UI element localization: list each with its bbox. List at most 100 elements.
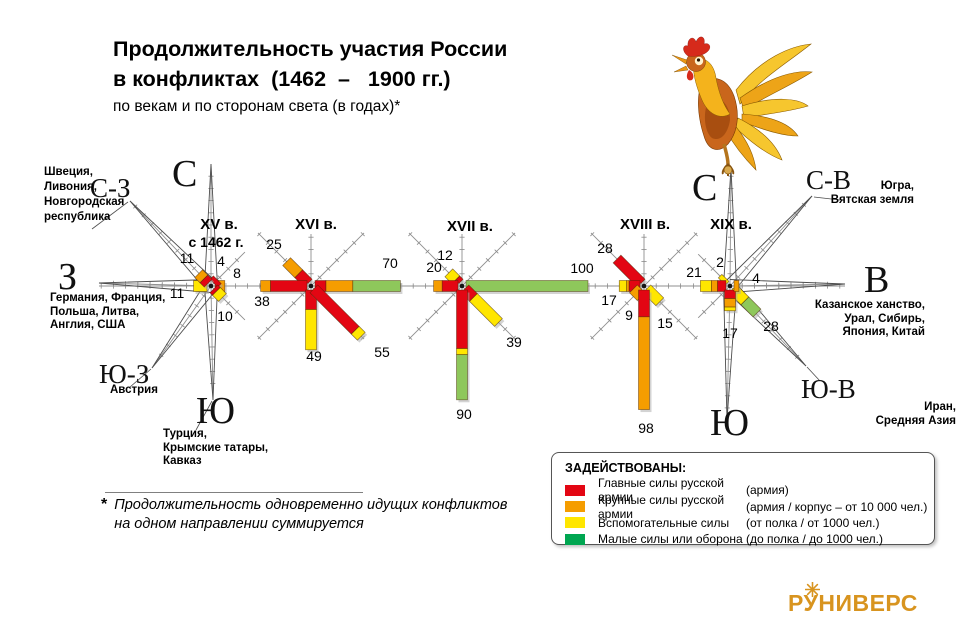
direction-label-north-left: С <box>172 153 198 195</box>
axis-tick <box>659 266 664 271</box>
bar-value-label: 98 <box>638 420 654 436</box>
bar-XVII в.-w <box>433 280 459 292</box>
bar-value-label: 20 <box>426 259 442 275</box>
bar-value-label: 90 <box>456 406 472 422</box>
axis-tick <box>777 229 782 234</box>
axis-tick <box>442 266 447 271</box>
axis-tick <box>166 239 172 244</box>
axis-tick <box>685 240 690 245</box>
bar-segment-orange <box>638 316 650 410</box>
bar-segment-yellow <box>212 287 227 302</box>
axis-tick <box>768 238 774 243</box>
bar-value-label: 12 <box>437 247 453 263</box>
axis-tick <box>769 328 775 333</box>
axis-tick <box>360 232 365 237</box>
logo-text: РУНИВЕРС <box>788 590 918 616</box>
bar-value-label: 8 <box>233 265 241 281</box>
bar-segment-yellow <box>618 280 627 292</box>
annotation-southwest: Австрия <box>110 384 158 396</box>
axis-tick <box>676 249 681 254</box>
axis-tick <box>187 313 192 318</box>
rooster-illustration <box>671 36 813 176</box>
axis-tick <box>425 249 430 254</box>
axis-tick <box>736 274 741 280</box>
footnote-text: Продолжительность одновременно идущих ко… <box>114 497 508 532</box>
star-ray <box>151 281 217 369</box>
logo-star-icon <box>805 582 820 597</box>
bar-value-label: 39 <box>506 334 522 350</box>
axis-tick <box>676 318 681 323</box>
axis-tick <box>710 301 715 306</box>
legend-row: Вспомогательные силы (от полка / от 1000 … <box>565 515 934 531</box>
bar-segment-green <box>456 354 468 401</box>
bar-XV в.-nw <box>194 269 213 288</box>
bar-segment-yellow <box>350 325 366 341</box>
logo-runivers: РУНИВЕРС <box>788 582 918 617</box>
axis-tick <box>408 232 413 237</box>
axis-tick <box>282 309 288 315</box>
bar-segment-red <box>270 280 308 292</box>
direction-label-northwest: С-З <box>90 173 131 203</box>
direction-label-southeast: Ю-В <box>801 374 856 404</box>
legend-detail: (армия / корпус – от 10 000 чел.) <box>746 499 928 514</box>
legend-label: Вспомогательные силы <box>598 515 730 530</box>
axis-tick <box>291 301 296 306</box>
legend-swatch-3 <box>565 533 585 545</box>
axis-tick <box>801 202 807 207</box>
axis-tick <box>795 354 800 359</box>
footnote: * Продолжительность одновременно идущих … <box>101 496 541 534</box>
star-ray <box>204 285 218 401</box>
axis-tick <box>265 327 270 332</box>
axis-tick <box>667 257 673 263</box>
legend-swatch-1 <box>565 501 585 513</box>
axis-tick <box>425 318 430 323</box>
axis-tick <box>598 327 603 332</box>
axis-tick <box>183 257 188 262</box>
bar-XVI в.-se <box>309 284 366 341</box>
bar-XIX в.-w <box>700 280 727 292</box>
axis-tick <box>334 257 340 263</box>
rooster-eye <box>696 58 701 62</box>
bar-XVI в.-s <box>305 289 317 351</box>
axis-tick <box>192 266 197 271</box>
axis-tick <box>257 232 262 237</box>
axis-tick <box>141 213 146 218</box>
bar-XV в.-se <box>209 284 227 302</box>
leader-line <box>806 366 821 382</box>
axis-tick <box>416 240 421 245</box>
star-ray <box>723 285 737 421</box>
axis-tick <box>511 232 516 237</box>
bar-value-label: 11 <box>170 285 185 301</box>
axis-tick <box>598 240 603 245</box>
axis-tick <box>744 265 749 271</box>
bar-value-label: 11 <box>180 250 195 266</box>
bar-segment-yellow <box>700 280 712 292</box>
bar-value-label: 25 <box>266 236 282 252</box>
direction-label-east: В <box>864 259 890 301</box>
axis-tick <box>590 232 595 237</box>
axis-tick <box>778 336 783 342</box>
annotation-northwest: Швеция, Ливония, Новгородская республика <box>44 166 125 223</box>
legend-swatch-2 <box>565 517 585 529</box>
ray-axis <box>729 283 846 287</box>
star-ray <box>98 279 212 293</box>
annotation-west: Германия, Франция, Польша, Литва, Англия… <box>50 292 166 331</box>
axis-tick <box>352 240 357 245</box>
rooster-beak <box>671 54 688 65</box>
footnote-divider <box>105 492 363 493</box>
axis-tick <box>282 257 288 263</box>
axis-tick <box>408 335 413 340</box>
bar-XV в.-ne <box>209 275 222 288</box>
title-block: Продолжительность участия России в конфл… <box>113 34 507 116</box>
bar-segment-orange <box>711 280 718 292</box>
axis-tick <box>760 247 766 252</box>
bar-value-label: 28 <box>597 240 613 256</box>
direction-label-west: З <box>58 256 78 298</box>
axis-tick <box>175 248 180 253</box>
axis-tick <box>265 240 270 245</box>
axis-tick <box>173 333 178 338</box>
axis-tick <box>468 275 473 280</box>
axis-tick <box>158 230 163 236</box>
direction-label-south-left: Ю <box>196 390 236 432</box>
